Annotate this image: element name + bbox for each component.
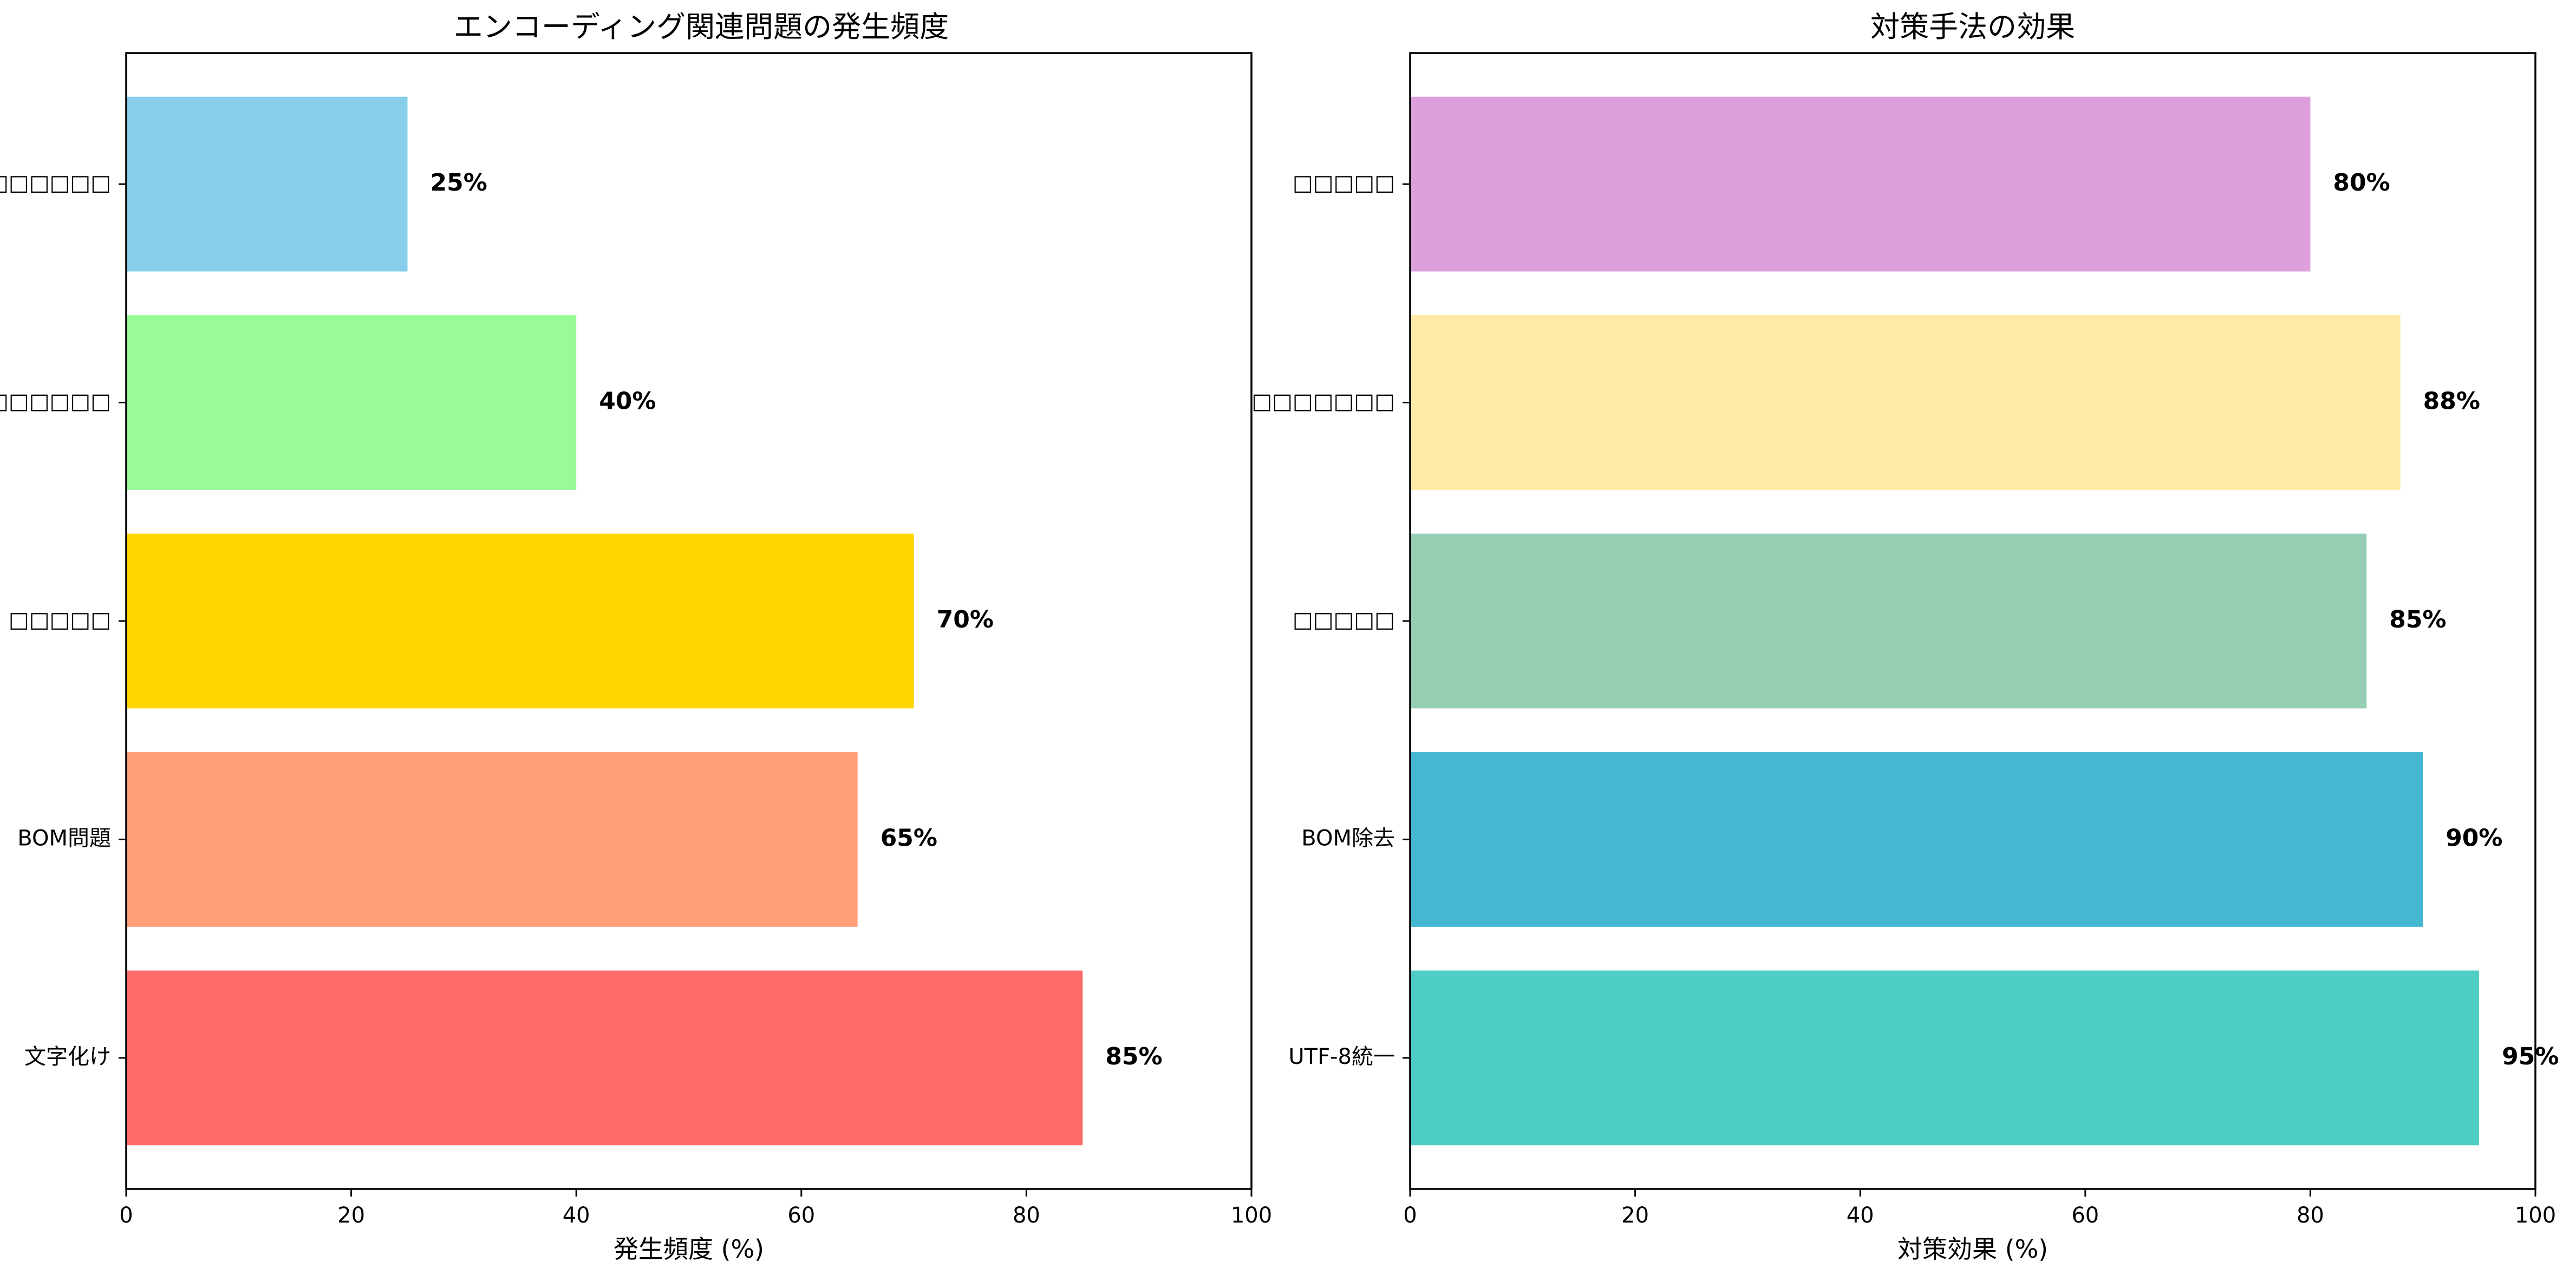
left-chart-bar <box>126 315 577 490</box>
left-chart-category-label: 文字化け <box>24 1044 111 1069</box>
right-chart-data-label: 88% <box>2423 388 2480 415</box>
left-chart-data-label: 70% <box>937 606 994 633</box>
left-chart-x-tick-label: 80 <box>1013 1203 1040 1228</box>
left-chart-bar <box>126 752 858 927</box>
left-chart-bar <box>126 533 914 709</box>
left-chart-data-label: 25% <box>431 169 487 197</box>
right-chart-data-label: 95% <box>2502 1043 2559 1070</box>
right-chart-bar <box>1410 533 2367 709</box>
right-chart-x-tick-label: 100 <box>2515 1203 2556 1228</box>
right-chart-category-label: UTF-8統一 <box>1288 1044 1395 1069</box>
right-chart-bar <box>1410 315 2401 490</box>
left-chart-x-ticks: 0 20 40 60 80 100 <box>119 1189 1272 1228</box>
right-chart-category-label: □□□□□□□ <box>1251 389 1395 414</box>
left-chart-bars: 85% 65% 70% 40% 25% <box>126 96 1163 1146</box>
left-chart-category-label: □□□□□ <box>9 607 111 632</box>
left-chart-x-tick-label: 40 <box>563 1203 590 1228</box>
right-chart-bars: 95% 90% 85% 88% 80% <box>1410 96 2559 1146</box>
left-chart-data-label: 85% <box>1105 1043 1162 1070</box>
left-chart-panel: エンコーディング関連問題の発生頻度 85% 65% 70% 40% 25% 0 20 40 6… <box>0 10 1272 1264</box>
left-chart-category-label: □□□□□□□ <box>0 389 111 414</box>
right-chart-data-label: 80% <box>2333 169 2390 197</box>
left-chart-plot-area <box>125 52 1253 1190</box>
right-chart-data-label: 90% <box>2445 824 2502 852</box>
left-chart-category-label: BOM問題 <box>17 826 111 851</box>
right-chart-bar <box>1410 970 2480 1146</box>
right-chart-x-tick-label: 20 <box>1621 1203 1649 1228</box>
left-chart-x-tick-label: 0 <box>119 1203 133 1228</box>
right-chart-title: 対策手法の効果 <box>1870 10 2075 44</box>
right-chart-category-label: □□□□□ <box>1293 171 1395 195</box>
right-chart-x-tick-label: 80 <box>2297 1203 2324 1228</box>
left-chart-title: エンコーディング関連問題の発生頻度 <box>454 10 949 44</box>
left-chart-bar <box>126 970 1083 1146</box>
right-chart-x-tick-label: 60 <box>2071 1203 2099 1228</box>
right-chart-data-label: 85% <box>2389 606 2446 633</box>
left-chart-category-label: □□□□□□ <box>0 171 111 195</box>
right-chart-plot-area <box>1409 52 2536 1190</box>
right-chart-x-ticks: 0 20 40 60 80 100 <box>1403 1189 2556 1228</box>
right-chart-bar <box>1410 752 2423 927</box>
left-chart-x-tick-label: 60 <box>787 1203 815 1228</box>
right-chart-x-axis-label: 対策効果 (%) <box>1897 1234 2048 1264</box>
left-chart-x-tick-label: 100 <box>1231 1203 1272 1228</box>
left-chart-data-label: 40% <box>599 388 656 415</box>
right-chart-x-tick-label: 40 <box>1847 1203 1874 1228</box>
left-chart-data-label: 65% <box>881 824 937 852</box>
left-chart-bar <box>126 96 408 272</box>
right-chart-category-label: BOM除去 <box>1301 826 1395 851</box>
right-chart-x-tick-label: 0 <box>1403 1203 1417 1228</box>
left-chart-x-tick-label: 20 <box>337 1203 365 1228</box>
right-chart-panel: 対策手法の効果 95% 90% 85% 88% 80% 0 20 40 60 80 100 UTF… <box>1251 10 2559 1264</box>
left-chart-x-axis-label: 発生頻度 (%) <box>614 1234 764 1264</box>
right-chart-category-label: □□□□□ <box>1293 607 1395 632</box>
right-chart-bar <box>1410 96 2311 272</box>
